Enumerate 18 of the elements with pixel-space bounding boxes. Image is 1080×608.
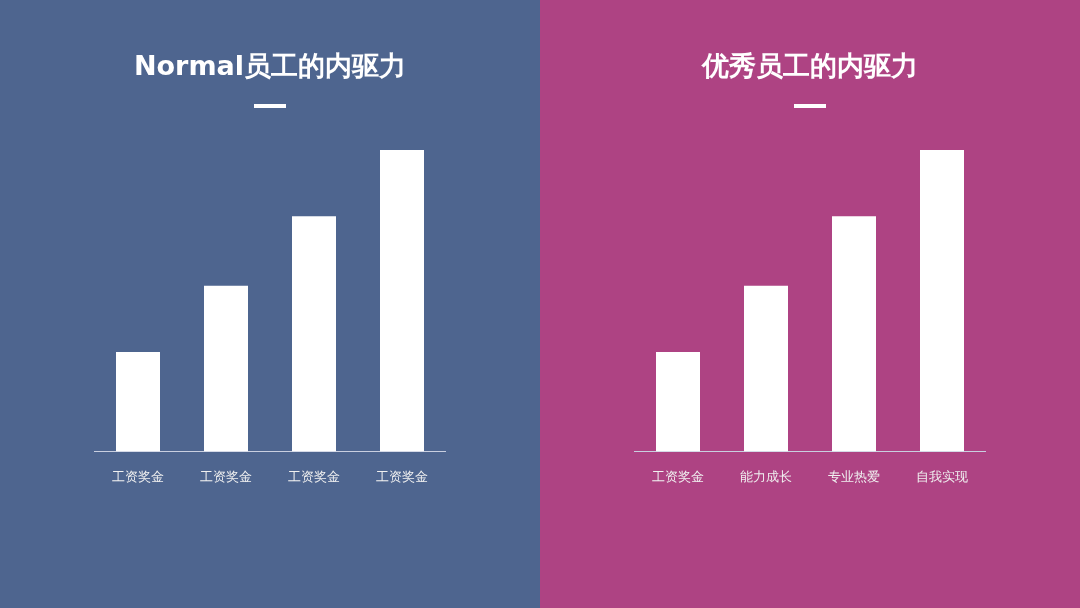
bar	[116, 351, 160, 452]
bar	[656, 351, 700, 452]
x-tick-label: 自我实现	[916, 468, 968, 484]
x-tick-label: 工资奖金	[112, 468, 164, 484]
bar	[744, 285, 788, 452]
x-tick-label: 专业热爱	[828, 468, 880, 484]
x-tick-label: 工资奖金	[652, 468, 704, 484]
bar	[380, 150, 424, 452]
chart-title: 优秀员工的内驱力	[700, 49, 919, 83]
x-tick-label: 工资奖金	[200, 468, 252, 484]
x-tick-label: 工资奖金	[376, 468, 428, 484]
x-tick-label: 能力成长	[740, 468, 792, 484]
bar	[204, 285, 248, 452]
bar	[292, 216, 336, 452]
x-tick-label: 工资奖金	[288, 468, 340, 484]
bar	[920, 150, 964, 452]
bar	[832, 216, 876, 452]
chart-title: Normal员工的内驱力	[132, 49, 408, 83]
